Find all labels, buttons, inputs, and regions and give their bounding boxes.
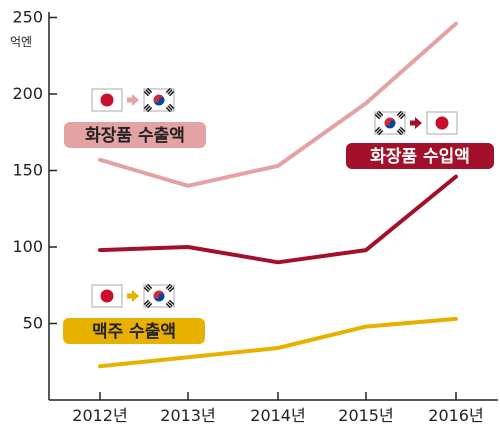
series-label: 맥주 수출액 — [92, 322, 176, 342]
y-tick-label: 200 — [12, 84, 43, 103]
arrow-right-icon — [127, 94, 139, 106]
series-line-2 — [98, 316, 458, 369]
x-tick-label: 2012년 — [72, 406, 127, 425]
japan-flag-icon — [91, 88, 123, 112]
x-tick-label: 2014년 — [250, 406, 305, 425]
y-tick-label: 100 — [12, 237, 43, 256]
series-label: 화장품 수입액 — [370, 147, 470, 167]
series-label-pill — [346, 143, 494, 169]
arrow-right-icon — [127, 290, 139, 302]
series-badge-2: 맥주 수출액 — [63, 283, 205, 344]
series-lines — [98, 21, 458, 369]
y-tick-label: 50 — [23, 314, 43, 333]
axes: 50 100 150 200 250 억엔 2012년 2013년 2014년 2015년 2016… — [10, 8, 498, 425]
series-line-1 — [98, 174, 458, 265]
y-tick-label: 150 — [12, 161, 43, 180]
series-label: 화장품 수출액 — [85, 126, 185, 146]
japan-flag-icon — [426, 111, 458, 135]
arrow-right-icon — [410, 117, 422, 129]
y-unit-label: 억엔 — [10, 35, 32, 49]
series-badge-1: 화장품 수입액 — [346, 110, 494, 169]
japan-flag-icon — [91, 284, 123, 308]
korea-flag-icon — [143, 87, 175, 113]
series-label-pill — [64, 122, 206, 148]
series-line-0 — [98, 21, 458, 188]
x-tick-label: 2016년 — [428, 406, 483, 425]
series-badge-0: 화장품 수출액 — [64, 87, 206, 148]
x-tick-label: 2013년 — [160, 406, 215, 425]
x-tick-label: 2015년 — [338, 406, 393, 425]
korea-flag-icon — [374, 110, 406, 136]
korea-flag-icon — [143, 283, 175, 309]
y-tick-label: 250 — [12, 8, 43, 27]
series-label-pill — [63, 318, 205, 344]
